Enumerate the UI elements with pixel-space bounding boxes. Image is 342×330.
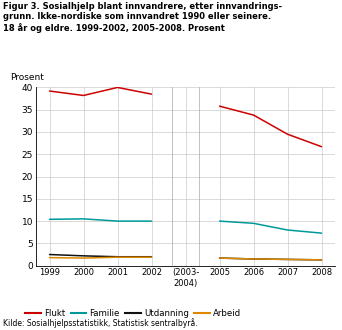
Legend: Flukt, Familie, Utdanning, Arbeid: Flukt, Familie, Utdanning, Arbeid (25, 309, 241, 318)
Text: Kilde: Sosialhjelpsstatistikk, Statistisk sentralbyrå.: Kilde: Sosialhjelpsstatistikk, Statistis… (3, 318, 198, 328)
Text: Prosent: Prosent (11, 73, 44, 82)
Text: Figur 3. Sosialhjelp blant innvandrere, etter innvandrings-
grunn. Ikke-nordiske: Figur 3. Sosialhjelp blant innvandrere, … (3, 2, 282, 33)
